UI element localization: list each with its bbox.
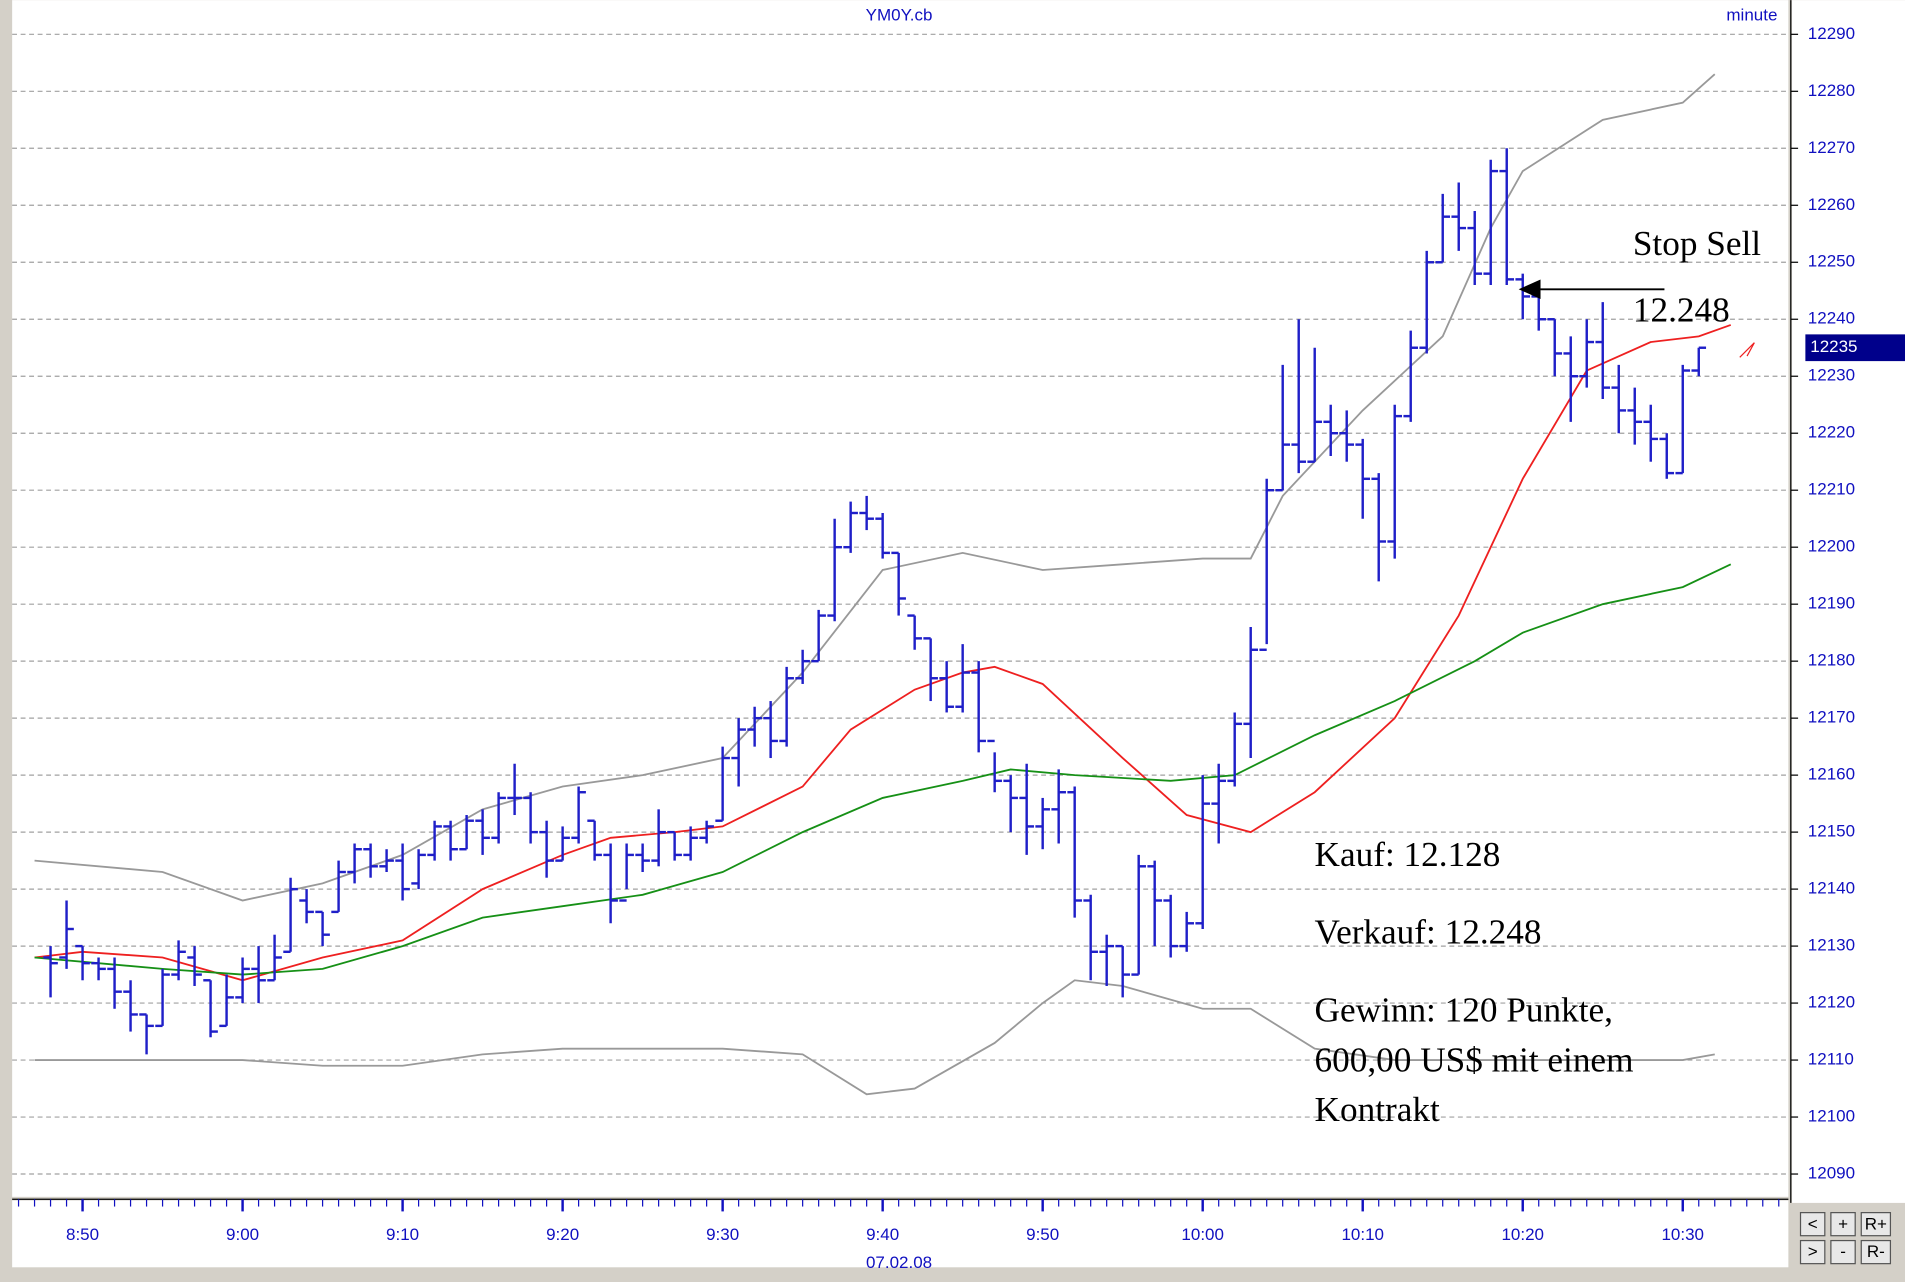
x-tick-label: 10:00 <box>1181 1225 1224 1244</box>
x-tick-label: 10:30 <box>1661 1225 1704 1244</box>
y-tick-label: 12210 <box>1808 480 1855 499</box>
y-tick-label: 12120 <box>1808 993 1855 1012</box>
interval-label: minute <box>1726 5 1777 24</box>
annotation: Gewinn: 120 Punkte, <box>1315 990 1613 1029</box>
y-tick-label: 12130 <box>1808 936 1855 955</box>
chart-title: YM0Y.cb <box>866 5 933 24</box>
button-label[interactable]: - <box>1840 1242 1846 1261</box>
controls: < + R+ > - R- <box>1799 1212 1892 1265</box>
last-price-label: 12235 <box>1810 337 1857 356</box>
plot <box>12 33 1789 1175</box>
price-axis <box>1792 0 1905 1203</box>
x-tick-label: 10:10 <box>1341 1225 1384 1244</box>
button-label[interactable]: + <box>1838 1214 1848 1233</box>
button[interactable] <box>1860 1239 1892 1265</box>
x-tick-label: 9:00 <box>226 1225 259 1244</box>
indicator-line <box>34 324 1732 982</box>
price-marker <box>1739 342 1755 358</box>
x-tick-label: 8:50 <box>66 1225 99 1244</box>
y-tick-label: 12190 <box>1808 594 1855 613</box>
button[interactable] <box>1830 1212 1856 1237</box>
last-price-box <box>1805 334 1905 362</box>
y-tick-label: 12290 <box>1808 24 1855 43</box>
annotation: Verkauf: 12.248 <box>1315 913 1542 952</box>
y-tick-label: 12140 <box>1808 879 1855 898</box>
indicator-line <box>34 563 1732 976</box>
y-tick-label: 12200 <box>1808 537 1855 556</box>
y-tick-label: 12260 <box>1808 195 1855 214</box>
button-label[interactable]: R+ <box>1865 1214 1887 1233</box>
annotation: 600,00 US$ mit einem <box>1315 1040 1634 1079</box>
button-label[interactable]: R- <box>1867 1242 1885 1261</box>
button[interactable] <box>1830 1239 1856 1265</box>
y-tick-label: 12090 <box>1808 1164 1855 1183</box>
annotation: 12.248 <box>1633 291 1730 330</box>
y-tick-label: 12230 <box>1808 366 1855 385</box>
y-tick-label: 12280 <box>1808 81 1855 100</box>
x-tick-label: 9:30 <box>706 1225 739 1244</box>
y-tick-label: 12270 <box>1808 138 1855 157</box>
x-tick-label: 9:40 <box>866 1225 899 1244</box>
indicator-line <box>34 979 1715 1096</box>
button-label[interactable]: > <box>1808 1242 1818 1261</box>
button[interactable] <box>1799 1239 1826 1265</box>
y-tick-label: 12180 <box>1808 651 1855 670</box>
x-tick-label: 9:10 <box>386 1225 419 1244</box>
annotation: Kontrakt <box>1315 1090 1440 1129</box>
annotation: Kauf: 12.128 <box>1315 835 1501 874</box>
button[interactable] <box>1860 1212 1892 1237</box>
y-tick-label: 12170 <box>1808 708 1855 727</box>
y-tick-label: 12220 <box>1808 423 1855 442</box>
y-tick-label: 12250 <box>1808 252 1855 271</box>
y-tick-label: 12150 <box>1808 822 1855 841</box>
x-tick-label: 9:20 <box>546 1225 579 1244</box>
y-tick-label: 12100 <box>1808 1107 1855 1126</box>
x-tick-label: 9:50 <box>1026 1225 1059 1244</box>
x-tick-label: 10:20 <box>1501 1225 1544 1244</box>
arrow-head <box>1518 279 1541 299</box>
button[interactable] <box>1799 1212 1826 1237</box>
button-label[interactable]: < <box>1808 1214 1818 1233</box>
annotation: Stop Sell <box>1633 224 1761 263</box>
date-label: 07.02.08 <box>866 1253 932 1272</box>
time-axis <box>12 1200 1789 1268</box>
y-tick-label: 12160 <box>1808 765 1855 784</box>
y-tick-label: 12110 <box>1808 1050 1854 1069</box>
y-tick-label: 12240 <box>1808 309 1855 328</box>
